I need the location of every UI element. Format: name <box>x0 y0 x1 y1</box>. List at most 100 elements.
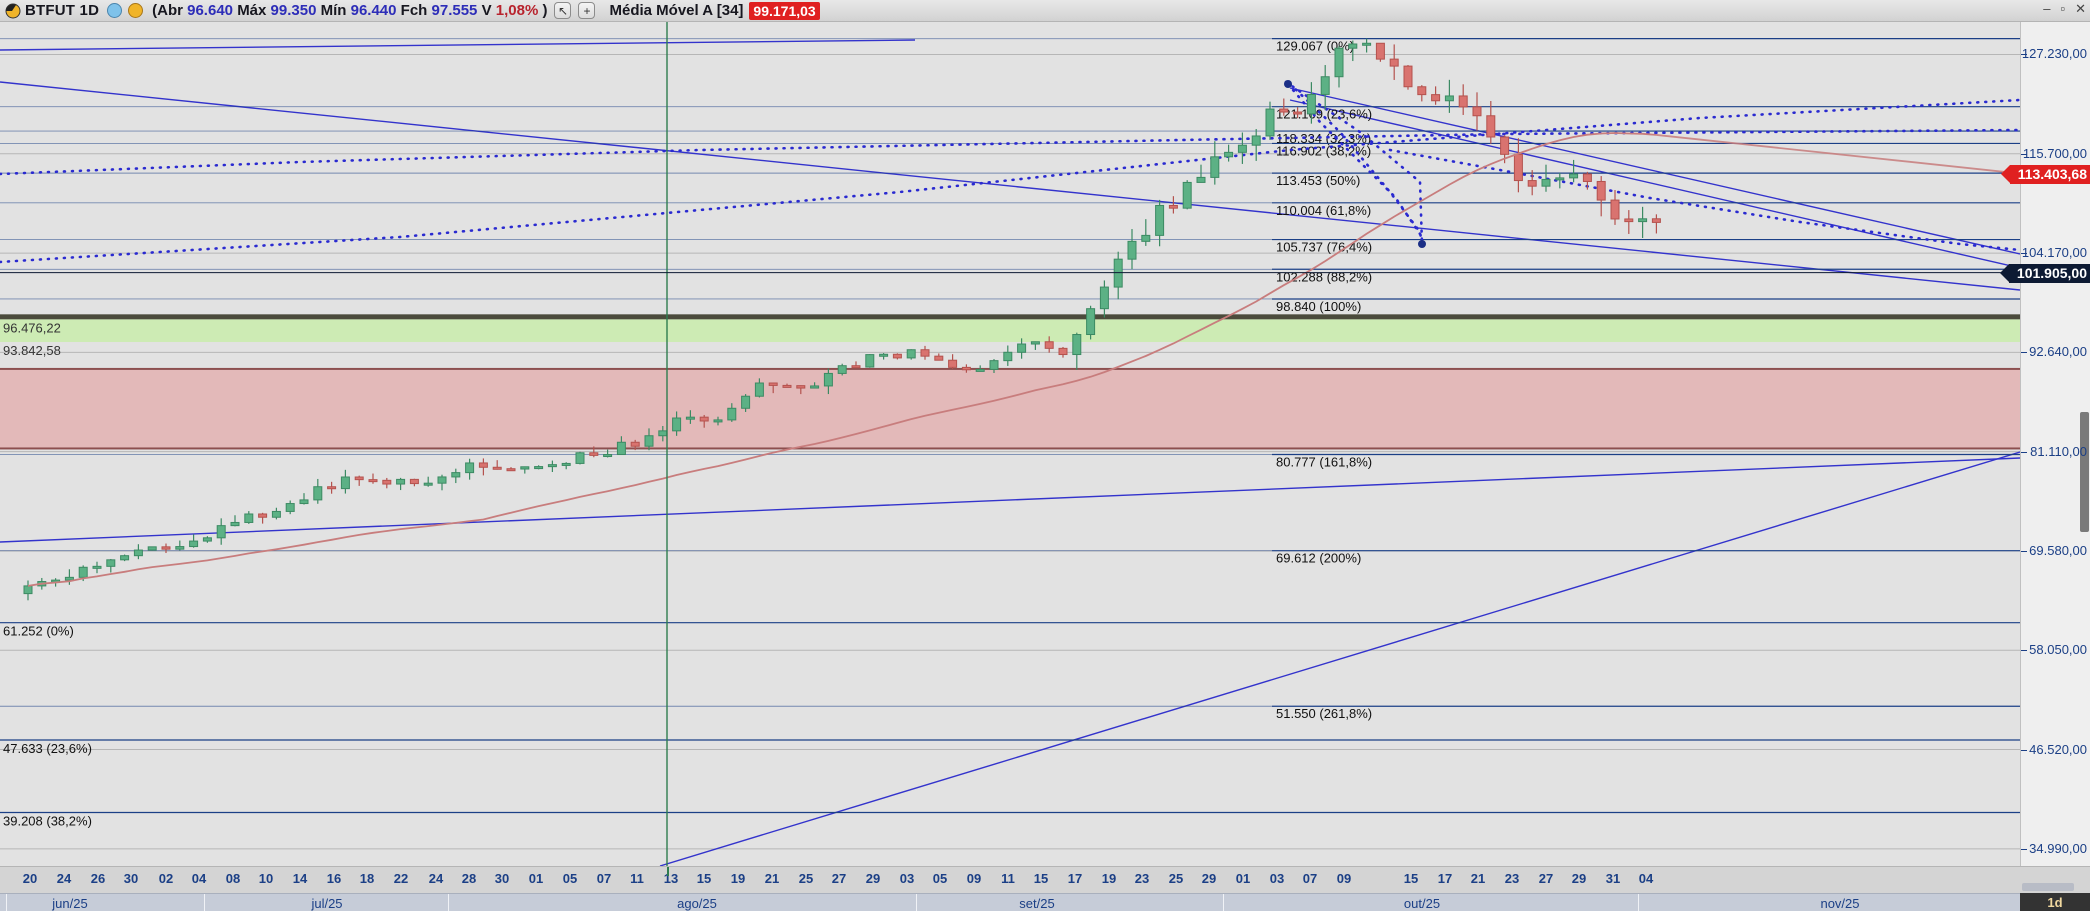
candle-body[interactable] <box>699 416 709 422</box>
trendline[interactable] <box>659 451 2020 866</box>
candle-body[interactable] <box>492 466 502 470</box>
candle-body[interactable] <box>1237 144 1247 153</box>
candle-body[interactable] <box>409 478 419 485</box>
candle-body[interactable] <box>658 430 668 437</box>
candle-body[interactable] <box>147 546 157 551</box>
candle-body[interactable] <box>106 559 116 567</box>
candle-body[interactable] <box>1072 334 1082 356</box>
candle-body[interactable] <box>685 416 695 420</box>
candle-body[interactable] <box>589 452 599 456</box>
candle-body[interactable] <box>1513 153 1523 182</box>
fib-anchor-point-top[interactable] <box>1284 80 1292 88</box>
trendline[interactable] <box>0 81 2020 291</box>
price-axis[interactable]: 127.230,00 115.700,00 104.170,00 92.640,00 8… <box>1999 22 2090 866</box>
candle-body[interactable] <box>1086 308 1096 336</box>
candle-body[interactable] <box>285 503 295 512</box>
candle-body[interactable] <box>1555 177 1565 181</box>
candle-body[interactable] <box>1141 234 1151 242</box>
candle-body[interactable] <box>340 476 350 490</box>
candle-body[interactable] <box>644 435 654 447</box>
candle-body[interactable] <box>1017 343 1027 353</box>
candle-body[interactable] <box>175 546 185 550</box>
candle-body[interactable] <box>202 537 212 542</box>
candle-body[interactable] <box>258 513 268 518</box>
candle-body[interactable] <box>1030 341 1040 345</box>
candle-body[interactable] <box>879 353 889 357</box>
close-button[interactable]: ✕ <box>2075 1 2086 16</box>
symbol-title[interactable]: BTFUT 1D <box>25 2 100 19</box>
candle-body[interactable] <box>478 462 488 468</box>
candle-body[interactable] <box>1099 286 1109 310</box>
candle-body[interactable] <box>892 353 902 359</box>
fib-fan-dotted-mid[interactable] <box>0 128 2020 176</box>
candle-body[interactable] <box>741 395 751 409</box>
candle-body[interactable] <box>1596 180 1606 201</box>
candle-body[interactable] <box>754 382 764 397</box>
candle-body[interactable] <box>1127 240 1137 260</box>
candle-body[interactable] <box>1348 43 1358 49</box>
candle-body[interactable] <box>989 360 999 370</box>
candle-body[interactable] <box>1624 218 1634 223</box>
candle-body[interactable] <box>1486 115 1496 138</box>
candle-body[interactable] <box>1610 199 1620 220</box>
fib-fan-dotted-drop[interactable] <box>1288 82 1424 246</box>
vertical-scrollbar-thumb[interactable] <box>2080 412 2089 532</box>
candle-body[interactable] <box>465 462 475 474</box>
candle-body[interactable] <box>1058 347 1068 356</box>
candle-body[interactable] <box>1458 95 1468 108</box>
candle-body[interactable] <box>368 479 378 483</box>
cursor-button[interactable]: ↖ <box>554 2 572 19</box>
candle-body[interactable] <box>1182 181 1192 209</box>
candle-body[interactable] <box>1224 151 1234 158</box>
candle-body[interactable] <box>837 365 847 374</box>
candle-body[interactable] <box>1003 351 1013 362</box>
moving-average-price-badge[interactable]: 113.403,68 <box>2000 164 2090 184</box>
candle-body[interactable] <box>1431 94 1441 102</box>
candle-body[interactable] <box>1582 173 1592 182</box>
add-indicator-button[interactable]: + <box>578 2 596 19</box>
candle-body[interactable] <box>713 419 723 423</box>
pie-icon[interactable] <box>128 3 144 18</box>
candle-body[interactable] <box>1251 135 1261 146</box>
trendline[interactable] <box>0 39 916 51</box>
trendline[interactable] <box>0 457 2020 543</box>
candle-body[interactable] <box>1444 95 1454 102</box>
timeframe-badge[interactable]: 1d <box>2020 893 2090 911</box>
candle-body[interactable] <box>327 486 337 490</box>
candle-body[interactable] <box>1306 93 1316 115</box>
candle-body[interactable] <box>92 565 102 569</box>
fib-anchor-point-bottom[interactable] <box>1418 240 1426 248</box>
candle-body[interactable] <box>354 476 364 481</box>
candle-body[interactable] <box>1265 108 1275 137</box>
candle-body[interactable] <box>616 441 626 456</box>
candle-body[interactable] <box>782 384 792 388</box>
candle-body[interactable] <box>1403 65 1413 88</box>
candle-body[interactable] <box>575 452 585 464</box>
candle-body[interactable] <box>1541 178 1551 187</box>
candle-body[interactable] <box>796 385 806 389</box>
candle-body[interactable] <box>23 585 33 595</box>
moving-average-line[interactable] <box>27 132 1657 587</box>
candle-body[interactable] <box>313 486 323 501</box>
fib-fan-dotted-upper[interactable] <box>0 98 2020 264</box>
fib-arc-dotted[interactable] <box>1284 80 1424 246</box>
candle-body[interactable] <box>271 510 281 518</box>
candle-body[interactable] <box>810 385 820 389</box>
candle-body[interactable] <box>161 546 171 550</box>
candle-body[interactable] <box>120 555 130 561</box>
candle-body[interactable] <box>520 466 530 470</box>
candle-body[interactable] <box>299 499 309 505</box>
candle-body[interactable] <box>1375 42 1385 60</box>
candle-body[interactable] <box>1279 108 1289 113</box>
candle-body[interactable] <box>961 366 971 371</box>
candle-body[interactable] <box>244 513 254 523</box>
candle-body[interactable] <box>547 464 557 468</box>
candle-body[interactable] <box>1113 258 1123 288</box>
time-axis[interactable]: 20 24 26 30 02 04 08 10 14 16 18 22 24 28 30 01 05 07 11 13… <box>0 866 2090 911</box>
candle-body[interactable] <box>423 482 433 486</box>
candle-body[interactable] <box>920 349 930 357</box>
candle-body[interactable] <box>1155 204 1165 236</box>
maximize-button[interactable]: ▫ <box>2060 1 2066 16</box>
candle-body[interactable] <box>396 478 406 485</box>
candle-body[interactable] <box>768 382 778 386</box>
